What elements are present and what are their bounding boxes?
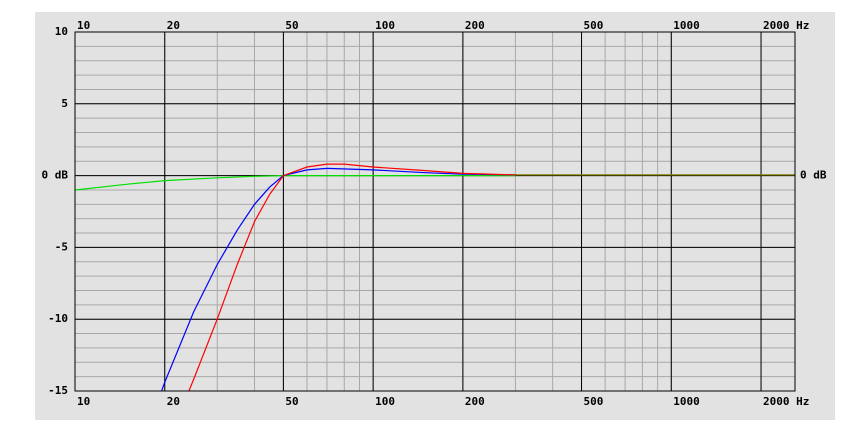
series-line	[75, 175, 516, 191]
x-tick-label: 50	[285, 395, 298, 408]
y-tick-label: -15	[48, 384, 68, 397]
x-tick-label: 50	[285, 19, 298, 32]
x-tick-label: 10	[77, 19, 90, 32]
y-tick-label: -10	[48, 312, 68, 325]
x-tick-label: 100	[375, 395, 395, 408]
x-tick-label: 1000	[673, 395, 700, 408]
series-line	[160, 167, 516, 391]
y-tick-label: 5	[61, 97, 68, 110]
x-tick-label: 500	[584, 395, 604, 408]
panel	[35, 12, 835, 420]
x-tick-label: 1000	[673, 19, 700, 32]
plot-frame	[74, 31, 796, 392]
x-tick-label: 2000 Hz	[763, 395, 809, 408]
x-tick-label: 200	[465, 19, 485, 32]
y-tick-label: 0 dB	[42, 169, 69, 182]
x-tick-label: 200	[465, 395, 485, 408]
x-tick-label: 500	[584, 19, 604, 32]
x-tick-label: 10	[77, 395, 90, 408]
y-tick-label: 0 dB	[800, 169, 827, 182]
x-tick-label: 20	[167, 395, 180, 408]
y-tick-label: -5	[55, 240, 68, 253]
x-tick-label: 100	[375, 19, 395, 32]
x-tick-label: 2000 Hz	[763, 19, 809, 32]
x-tick-label: 20	[167, 19, 180, 32]
series-line	[188, 163, 516, 391]
y-tick-label: 10	[55, 25, 68, 38]
